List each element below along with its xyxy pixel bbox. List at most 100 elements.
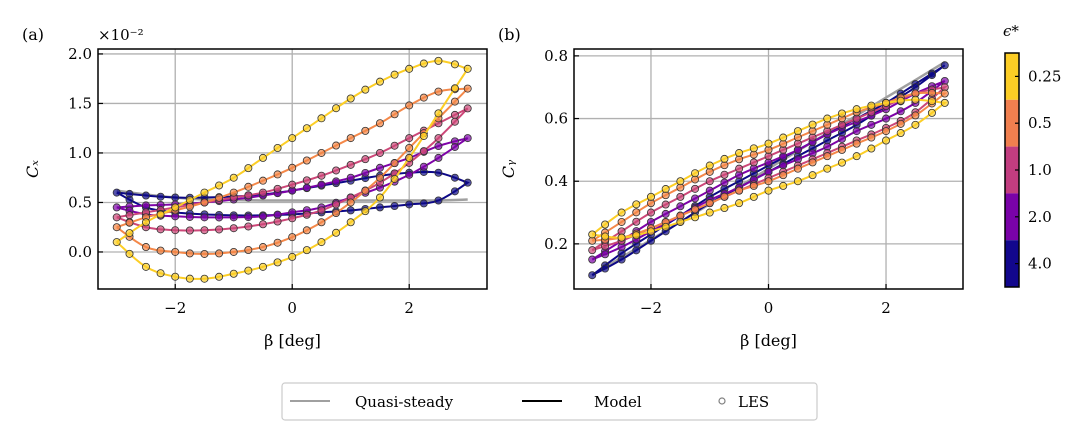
x-tick-label: −2 xyxy=(164,299,186,317)
les-marker-eps-0.5 xyxy=(705,199,714,208)
les-marker-eps-0.25 xyxy=(273,258,282,267)
les-marker-eps-0.5 xyxy=(361,186,370,195)
les-marker-eps-1.0 xyxy=(390,141,399,150)
les-marker-eps-0.25 xyxy=(156,210,165,219)
les-marker-eps-0.25 xyxy=(361,207,370,216)
les-marker-eps-4.0 xyxy=(463,178,472,187)
les-marker-eps-0.5 xyxy=(258,176,267,185)
les-marker-eps-0.25 xyxy=(720,154,729,163)
les-marker-eps-0.25 xyxy=(244,164,253,173)
les-marker-eps-4.0 xyxy=(632,246,641,255)
les-marker-eps-0.5 xyxy=(332,141,341,150)
les-marker-eps-0.25 xyxy=(215,181,224,190)
les-marker-eps-0.25 xyxy=(288,134,297,143)
x-tick-label: 2 xyxy=(881,299,891,317)
axes-frame xyxy=(97,48,488,290)
les-marker-eps-0.25 xyxy=(450,84,459,93)
les-marker-eps-0.5 xyxy=(390,110,399,119)
colorbar-segment xyxy=(1005,53,1019,100)
les-marker-eps-0.5 xyxy=(735,186,744,195)
les-marker-eps-1.0 xyxy=(200,226,209,235)
les-marker-eps-0.25 xyxy=(185,274,194,283)
les-marker-eps-1.0 xyxy=(317,171,326,180)
colorbar-frame xyxy=(1004,52,1020,288)
les-marker-eps-0.5 xyxy=(346,134,355,143)
les-marker-eps-2.0 xyxy=(705,186,714,195)
les-marker-eps-0.25 xyxy=(911,95,920,104)
les-marker-eps-0.5 xyxy=(302,226,311,235)
les-marker-eps-0.25 xyxy=(302,246,311,255)
les-marker-eps-0.25 xyxy=(375,193,384,202)
les-marker-eps-2.0 xyxy=(852,127,861,136)
colorbar-label: 1.0 xyxy=(1028,161,1052,179)
les-marker-eps-1.0 xyxy=(112,213,121,222)
les-marker-eps-0.25 xyxy=(646,227,655,236)
plot-area xyxy=(588,61,949,280)
les-marker-eps-0.25 xyxy=(823,164,832,173)
les-marker-eps-4.0 xyxy=(434,168,443,177)
les-marker-eps-0.25 xyxy=(617,233,626,242)
les-marker-eps-0.5 xyxy=(896,119,905,128)
les-marker-eps-1.0 xyxy=(288,180,297,189)
les-marker-eps-0.5 xyxy=(229,188,238,197)
les-marker-eps-2.0 xyxy=(588,255,597,264)
les-marker-eps-0.5 xyxy=(185,202,194,211)
les-marker-eps-0.5 xyxy=(273,170,282,179)
y-axis-label: Cₓ xyxy=(23,160,42,178)
les-marker-eps-0.25 xyxy=(735,149,744,158)
y-tick-label: 1.5 xyxy=(68,94,92,112)
les-marker-eps-0.25 xyxy=(793,127,802,136)
les-marker-eps-0.5 xyxy=(141,243,150,252)
les-marker-eps-0.5 xyxy=(375,173,384,182)
les-marker-eps-0.25 xyxy=(705,161,714,170)
les-marker-eps-0.5 xyxy=(229,247,238,256)
les-marker-eps-4.0 xyxy=(434,196,443,205)
les-marker-eps-0.25 xyxy=(390,174,399,183)
les-marker-eps-0.25 xyxy=(940,98,949,107)
colorbar-segment xyxy=(1005,193,1019,241)
les-marker-eps-0.25 xyxy=(896,129,905,138)
les-marker-eps-0.5 xyxy=(215,249,224,258)
les-marker-eps-0.25 xyxy=(332,104,341,113)
les-marker-eps-1.0 xyxy=(125,211,134,220)
les-marker-eps-2.0 xyxy=(896,107,905,116)
les-marker-eps-1.0 xyxy=(405,134,414,143)
les-marker-eps-0.5 xyxy=(200,249,209,258)
les-marker-eps-2.0 xyxy=(273,210,282,219)
les-marker-eps-0.5 xyxy=(215,193,224,202)
les-marker-eps-4.0 xyxy=(617,255,626,264)
les-marker-eps-0.25 xyxy=(112,238,121,247)
les-marker-eps-1.0 xyxy=(288,214,297,223)
les-marker-eps-2.0 xyxy=(434,142,443,151)
les-marker-eps-0.25 xyxy=(346,218,355,227)
les-marker-eps-2.0 xyxy=(346,173,355,182)
les-marker-eps-0.25 xyxy=(911,120,920,129)
les-marker-eps-1.0 xyxy=(450,110,459,119)
les-marker-eps-0.25 xyxy=(705,208,714,217)
les-marker-eps-0.25 xyxy=(463,64,472,73)
les-marker-eps-0.25 xyxy=(837,158,846,167)
les-marker-eps-1.0 xyxy=(171,226,180,235)
panel-label: (a) xyxy=(22,25,44,44)
les-marker-eps-1.0 xyxy=(156,225,165,234)
les-marker-eps-0.25 xyxy=(882,98,891,107)
les-marker-eps-0.5 xyxy=(171,247,180,256)
les-marker-eps-0.25 xyxy=(896,96,905,105)
les-marker-eps-1.0 xyxy=(317,206,326,215)
les-marker-eps-0.5 xyxy=(125,218,134,227)
les-marker-eps-0.5 xyxy=(837,145,846,154)
les-marker-eps-1.0 xyxy=(720,170,729,179)
les-marker-eps-2.0 xyxy=(215,213,224,222)
les-marker-eps-4.0 xyxy=(419,199,428,208)
legend: Quasi-steady Model LES xyxy=(281,382,818,421)
les-marker-eps-0.5 xyxy=(375,119,384,128)
colorbar: 0.25 0.5 1.0 2.0 4.0 ϵ* xyxy=(1003,22,1061,288)
plot-area xyxy=(112,56,472,283)
les-marker-eps-1.0 xyxy=(735,164,744,173)
les-marker-eps-0.25 xyxy=(808,171,817,180)
les-marker-eps-0.5 xyxy=(617,217,626,226)
les-marker-eps-0.5 xyxy=(808,158,817,167)
les-marker-eps-0.25 xyxy=(434,56,443,65)
axes-frame xyxy=(573,48,964,290)
les-marker-eps-0.25 xyxy=(867,101,876,110)
